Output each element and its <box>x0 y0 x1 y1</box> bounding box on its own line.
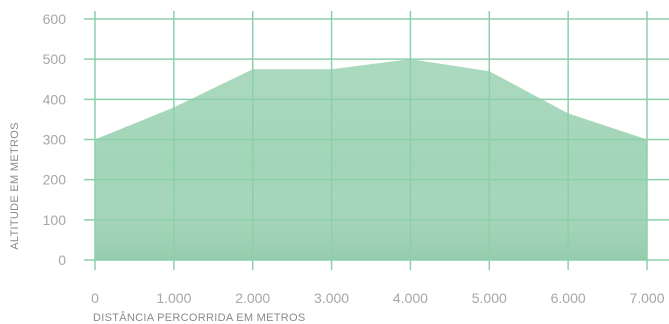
x-tick-labels: 0 1.000 2.000 3.000 4.000 5.000 6.000 7.000 <box>91 290 665 306</box>
x-axis-title: DISTÂNCIA PERCORRIDA EM METROS <box>93 311 306 324</box>
y-tick-label-600: 600 <box>43 11 67 27</box>
y-axis-title: ALTITUDE EM METROS <box>9 122 21 249</box>
y-tick-label-400: 400 <box>43 91 67 107</box>
x-tick-label-2000: 2.000 <box>235 290 270 306</box>
altitude-area-shading <box>95 59 647 260</box>
y-tick-label-300: 300 <box>43 132 67 148</box>
y-tick-label-100: 100 <box>43 212 67 228</box>
y-tick-labels: 0 100 200 300 400 500 600 <box>43 11 67 268</box>
y-tick-label-500: 500 <box>43 51 67 67</box>
y-tick-label-0: 0 <box>58 252 66 268</box>
area-layer <box>95 59 647 260</box>
x-tick-label-0: 0 <box>91 290 99 306</box>
grid-layer <box>84 11 669 270</box>
x-tick-label-4000: 4.000 <box>393 290 428 306</box>
x-tick-label-1000: 1.000 <box>156 290 191 306</box>
x-tick-label-7000: 7.000 <box>629 290 664 306</box>
x-tick-label-6000: 6.000 <box>551 290 586 306</box>
x-tick-label-5000: 5.000 <box>472 290 507 306</box>
x-tick-label-3000: 3.000 <box>314 290 349 306</box>
y-tick-label-200: 200 <box>43 172 67 188</box>
